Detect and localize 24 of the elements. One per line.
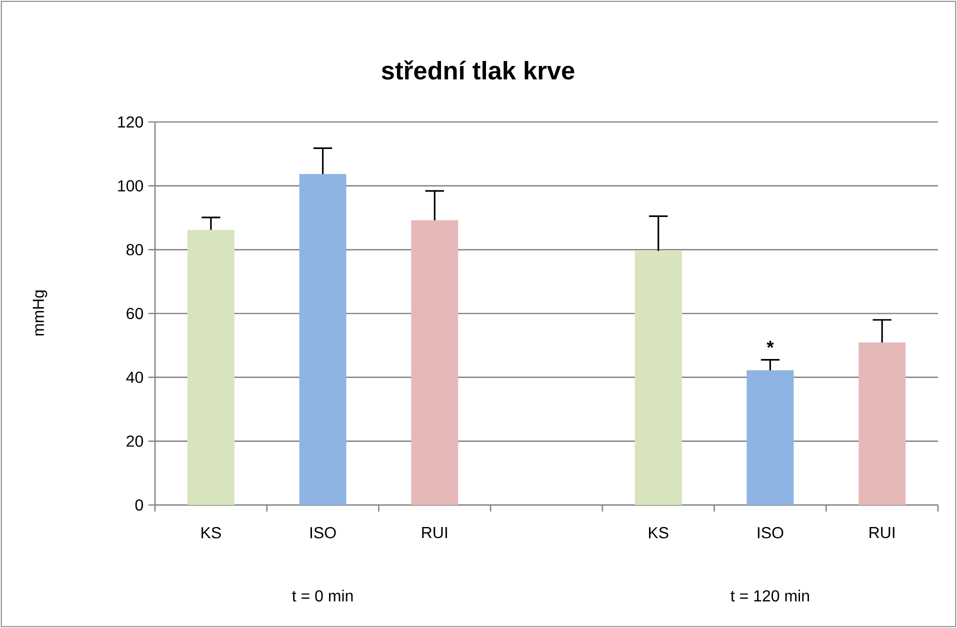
bar xyxy=(746,370,794,505)
x-tick-label: RUI xyxy=(870,527,894,538)
bar xyxy=(187,230,234,505)
y-tick-label: 80 xyxy=(126,244,144,256)
y-axis-title: mmHg xyxy=(32,290,48,336)
y-tick-label: 120 xyxy=(118,116,144,128)
bar xyxy=(858,342,906,505)
y-tick-label: 40 xyxy=(126,372,144,383)
y-tick-label: 100 xyxy=(118,180,144,192)
y-tick-label: 0 xyxy=(135,499,144,511)
text: t = 0 min xyxy=(292,590,353,602)
x-tick-label: ISO xyxy=(758,527,784,538)
y-tick-label: 60 xyxy=(126,308,144,320)
x-tick-label: ISO xyxy=(310,527,336,538)
bar xyxy=(299,174,346,505)
chart-title: střední tlak krve xyxy=(382,60,574,80)
bar xyxy=(634,250,682,505)
x-tick-label: KS xyxy=(202,527,221,538)
bar xyxy=(411,220,458,505)
x-tick-label: RUI xyxy=(422,527,447,538)
x-tick-label: KS xyxy=(649,527,668,538)
y-tick-label: 20 xyxy=(126,435,144,447)
text: t = 120 min xyxy=(730,590,809,602)
annotation: * xyxy=(766,340,774,348)
